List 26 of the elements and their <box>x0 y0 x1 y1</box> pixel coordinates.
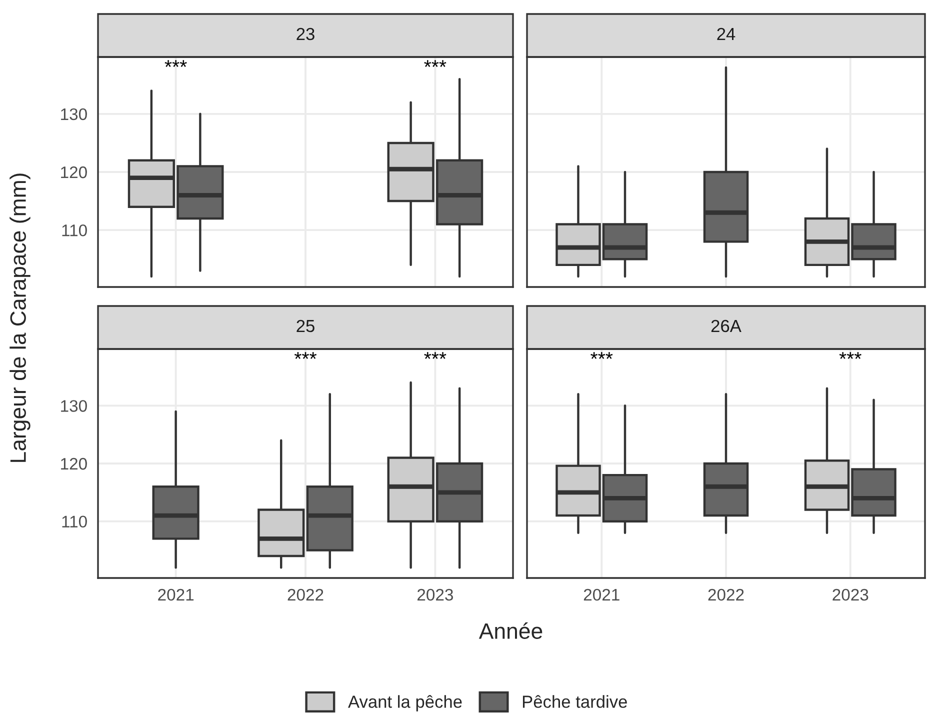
y-tick-label: 120 <box>61 458 87 470</box>
x-tick-label: 2021 <box>158 588 194 601</box>
chart-title: 23 <box>296 28 314 40</box>
annotation: *** <box>294 352 317 359</box>
legend-label: Pêche tardive <box>522 695 627 708</box>
y-tick-label: 130 <box>61 108 87 120</box>
annotation: *** <box>839 352 862 359</box>
y-tick-label: 110 <box>62 224 87 236</box>
y-tick-label: 130 <box>61 400 87 412</box>
legend-label: Avant la pêche <box>348 695 462 712</box>
x-tick-label: 2023 <box>417 588 453 601</box>
y-axis-title: Largeur de la Carapace (mm) <box>10 174 30 462</box>
annotation: *** <box>424 352 446 359</box>
x-tick-label: 2021 <box>584 588 620 601</box>
y-tick-label: 110 <box>62 516 87 528</box>
chart-title: 24 <box>717 28 736 40</box>
annotation: *** <box>590 352 613 359</box>
y-tick-label: 120 <box>61 166 87 178</box>
chart-title: 26A <box>711 320 742 332</box>
x-tick-label: 2022 <box>288 588 324 601</box>
x-axis-title: Année <box>478 622 542 639</box>
annotation: *** <box>424 60 446 67</box>
x-tick-label: 2023 <box>832 588 868 601</box>
x-tick-label: 2022 <box>708 588 744 601</box>
chart-title: 25 <box>296 320 314 332</box>
annotation: *** <box>164 60 187 67</box>
